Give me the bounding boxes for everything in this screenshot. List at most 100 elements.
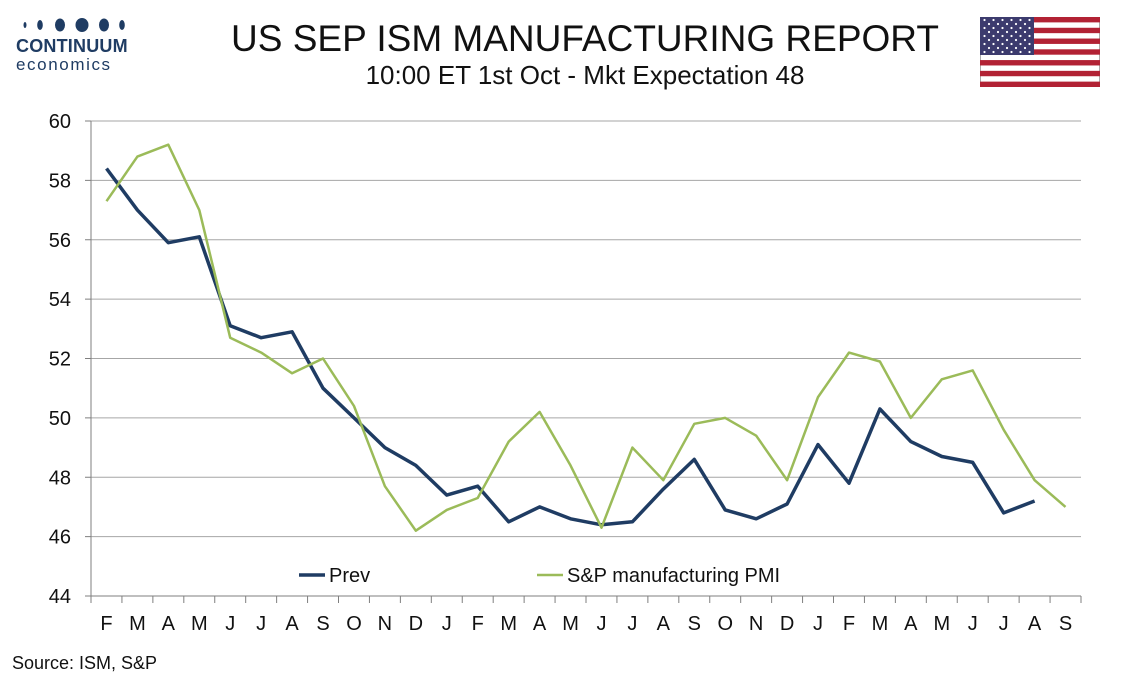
flag-star xyxy=(992,50,995,54)
flag-stripe xyxy=(980,81,1100,87)
flag-star xyxy=(1028,26,1031,30)
flag-star xyxy=(992,42,995,46)
flag-star xyxy=(1028,18,1031,22)
flag-star xyxy=(1014,46,1018,50)
flag-star xyxy=(1014,38,1018,42)
series-lines xyxy=(105,143,1067,532)
flag-star xyxy=(1001,50,1004,54)
x-tick-label: J xyxy=(627,613,637,635)
flag-stripe xyxy=(980,70,1100,77)
x-tick-label: M xyxy=(933,613,950,635)
x-tick-label: M xyxy=(500,613,517,635)
flag-star xyxy=(1001,42,1004,46)
flag-star xyxy=(996,46,1000,50)
flag-star xyxy=(992,34,995,38)
flag-stripe xyxy=(980,27,1100,34)
x-tick-label: O xyxy=(717,613,733,635)
flag-star xyxy=(1019,26,1022,30)
legend-label: S&P manufacturing PMI xyxy=(567,565,780,587)
flag-star xyxy=(1010,26,1013,30)
series-line-sp-pmi xyxy=(105,143,1067,532)
flag-star xyxy=(1019,42,1022,46)
flag-star xyxy=(1028,42,1031,46)
x-tick-label: J xyxy=(999,613,1009,635)
y-tick-label: 46 xyxy=(49,527,71,549)
flag-star xyxy=(983,34,986,38)
y-tick-label: 52 xyxy=(49,349,71,371)
flag-star xyxy=(1001,34,1004,38)
flag-star xyxy=(1005,46,1009,50)
source-note: Source: ISM, S&P xyxy=(12,653,158,673)
x-tick-label: F xyxy=(472,613,484,635)
flag-star xyxy=(987,22,991,26)
flag-star xyxy=(1010,34,1013,38)
x-tick-label: N xyxy=(749,613,763,635)
flag-star xyxy=(1014,30,1018,34)
logo-subtitle: economics xyxy=(16,55,112,74)
x-tick-label: J xyxy=(968,613,978,635)
flag-star xyxy=(1005,30,1009,34)
flag-star xyxy=(1010,50,1013,54)
flag-stripe xyxy=(980,38,1100,44)
flag-star xyxy=(1028,34,1031,38)
y-tick-label: 44 xyxy=(49,586,71,608)
flag-star xyxy=(1019,50,1022,54)
legend-label: Prev xyxy=(329,565,370,587)
x-tick-label: M xyxy=(129,613,146,635)
x-tick-label: S xyxy=(1059,613,1072,635)
flag-star xyxy=(983,50,986,54)
flag-star xyxy=(1019,34,1022,38)
x-tick-label: M xyxy=(872,613,889,635)
flag-star xyxy=(1023,46,1027,50)
logo-dots-icon xyxy=(23,18,125,32)
chart-subtitle: 10:00 ET 1st Oct - Mkt Expectation 48 xyxy=(365,60,805,90)
x-tick-label: J xyxy=(813,613,823,635)
y-tick-labels: 60 58 56 54 52 50 48 46 44 xyxy=(49,111,71,608)
flag-star xyxy=(1005,22,1009,26)
flag-star xyxy=(996,30,1000,34)
legend: Prev S&P manufacturing PMI xyxy=(299,565,780,587)
x-tick-label: A xyxy=(657,613,671,635)
y-tick-label: 56 xyxy=(49,230,71,252)
flag-star xyxy=(996,22,1000,26)
x-tick-label: A xyxy=(1028,613,1042,635)
flag-star xyxy=(987,38,991,42)
us-flag-icon xyxy=(980,17,1100,87)
flag-star xyxy=(1014,22,1018,26)
y-tick-label: 58 xyxy=(49,170,71,192)
axes xyxy=(85,120,1082,603)
flag-star xyxy=(996,38,1000,42)
flag-stripe xyxy=(980,17,1100,23)
x-tick-label: A xyxy=(533,613,547,635)
x-tick-label: J xyxy=(596,613,606,635)
x-tick-label: S xyxy=(688,613,701,635)
x-tick-label: A xyxy=(904,613,918,635)
flag-star xyxy=(1010,42,1013,46)
continuum-economics-logo: CONTINUUM economics xyxy=(14,14,134,74)
flag-star xyxy=(1019,18,1022,22)
series-line-prev xyxy=(105,167,1036,527)
grid-lines xyxy=(91,120,1081,538)
x-tick-label: N xyxy=(378,613,392,635)
y-tick-label: 54 xyxy=(49,289,71,311)
flag-star xyxy=(1001,26,1004,30)
flag-star xyxy=(983,18,986,22)
x-tick-label: A xyxy=(285,613,299,635)
flag-star xyxy=(987,30,991,34)
logo-name: CONTINUUM xyxy=(16,36,128,56)
x-tick-label: A xyxy=(162,613,176,635)
flag-stripe xyxy=(980,49,1100,55)
y-tick-label: 50 xyxy=(49,408,71,430)
flag-star xyxy=(1010,18,1013,22)
flag-star xyxy=(1023,30,1027,34)
y-tick-label: 60 xyxy=(49,111,71,133)
x-tick-label: M xyxy=(191,613,208,635)
flag-stripe xyxy=(980,60,1100,66)
flag-star xyxy=(987,46,991,50)
flag-star xyxy=(1005,38,1009,42)
flag-star xyxy=(983,42,986,46)
flag-star xyxy=(1023,22,1027,26)
x-tick-label: F xyxy=(100,613,112,635)
